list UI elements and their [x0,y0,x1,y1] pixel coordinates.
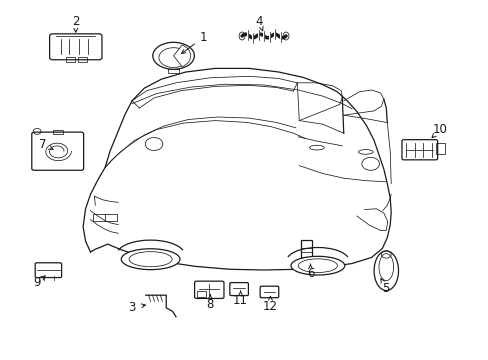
Ellipse shape [290,256,344,275]
Bar [300,240,312,260]
Ellipse shape [121,249,180,270]
Text: 8: 8 [206,298,214,311]
Text: 9: 9 [33,276,41,289]
Bar [66,57,75,62]
Bar [196,291,206,297]
Bar [78,57,87,62]
Text: 4: 4 [255,15,263,28]
Ellipse shape [152,42,194,69]
Text: 6: 6 [306,267,314,280]
Text: 5: 5 [382,282,389,294]
Bar [435,143,444,154]
Text: 11: 11 [233,294,247,307]
Text: 2: 2 [72,15,80,28]
Text: 12: 12 [263,300,277,313]
Text: 10: 10 [432,123,447,136]
Text: 3: 3 [128,301,136,314]
Bar [93,214,117,221]
Ellipse shape [373,251,398,291]
Wedge shape [173,45,190,67]
Bar [53,130,62,134]
Text: 1: 1 [199,31,206,44]
Text: 7: 7 [39,138,47,150]
